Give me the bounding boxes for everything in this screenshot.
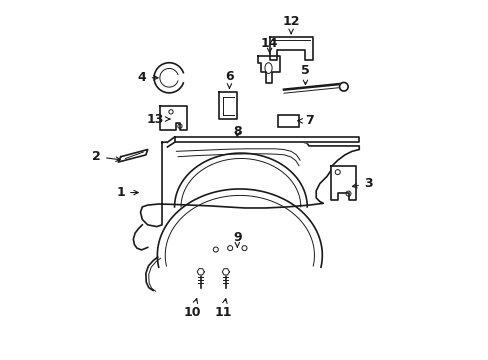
Text: 7: 7 xyxy=(297,114,313,127)
Text: 14: 14 xyxy=(260,36,278,53)
Text: 8: 8 xyxy=(233,125,241,138)
Text: 13: 13 xyxy=(146,113,169,126)
Polygon shape xyxy=(160,107,187,130)
Polygon shape xyxy=(167,137,174,142)
Polygon shape xyxy=(330,166,355,200)
Text: 12: 12 xyxy=(282,15,299,34)
Text: 9: 9 xyxy=(233,231,241,247)
Polygon shape xyxy=(118,149,147,162)
Text: 3: 3 xyxy=(352,177,372,190)
Polygon shape xyxy=(222,269,229,275)
Polygon shape xyxy=(197,269,204,275)
Text: 11: 11 xyxy=(214,299,231,319)
Text: 6: 6 xyxy=(224,69,233,89)
Text: 5: 5 xyxy=(301,64,309,85)
Polygon shape xyxy=(174,137,359,142)
Circle shape xyxy=(339,82,347,91)
Text: 1: 1 xyxy=(116,186,138,199)
Polygon shape xyxy=(140,140,359,226)
Polygon shape xyxy=(258,56,280,83)
Polygon shape xyxy=(219,92,237,119)
Polygon shape xyxy=(269,37,312,60)
FancyBboxPatch shape xyxy=(277,115,299,127)
Text: 4: 4 xyxy=(138,71,158,84)
Text: 10: 10 xyxy=(183,298,201,319)
Text: 2: 2 xyxy=(92,150,120,163)
